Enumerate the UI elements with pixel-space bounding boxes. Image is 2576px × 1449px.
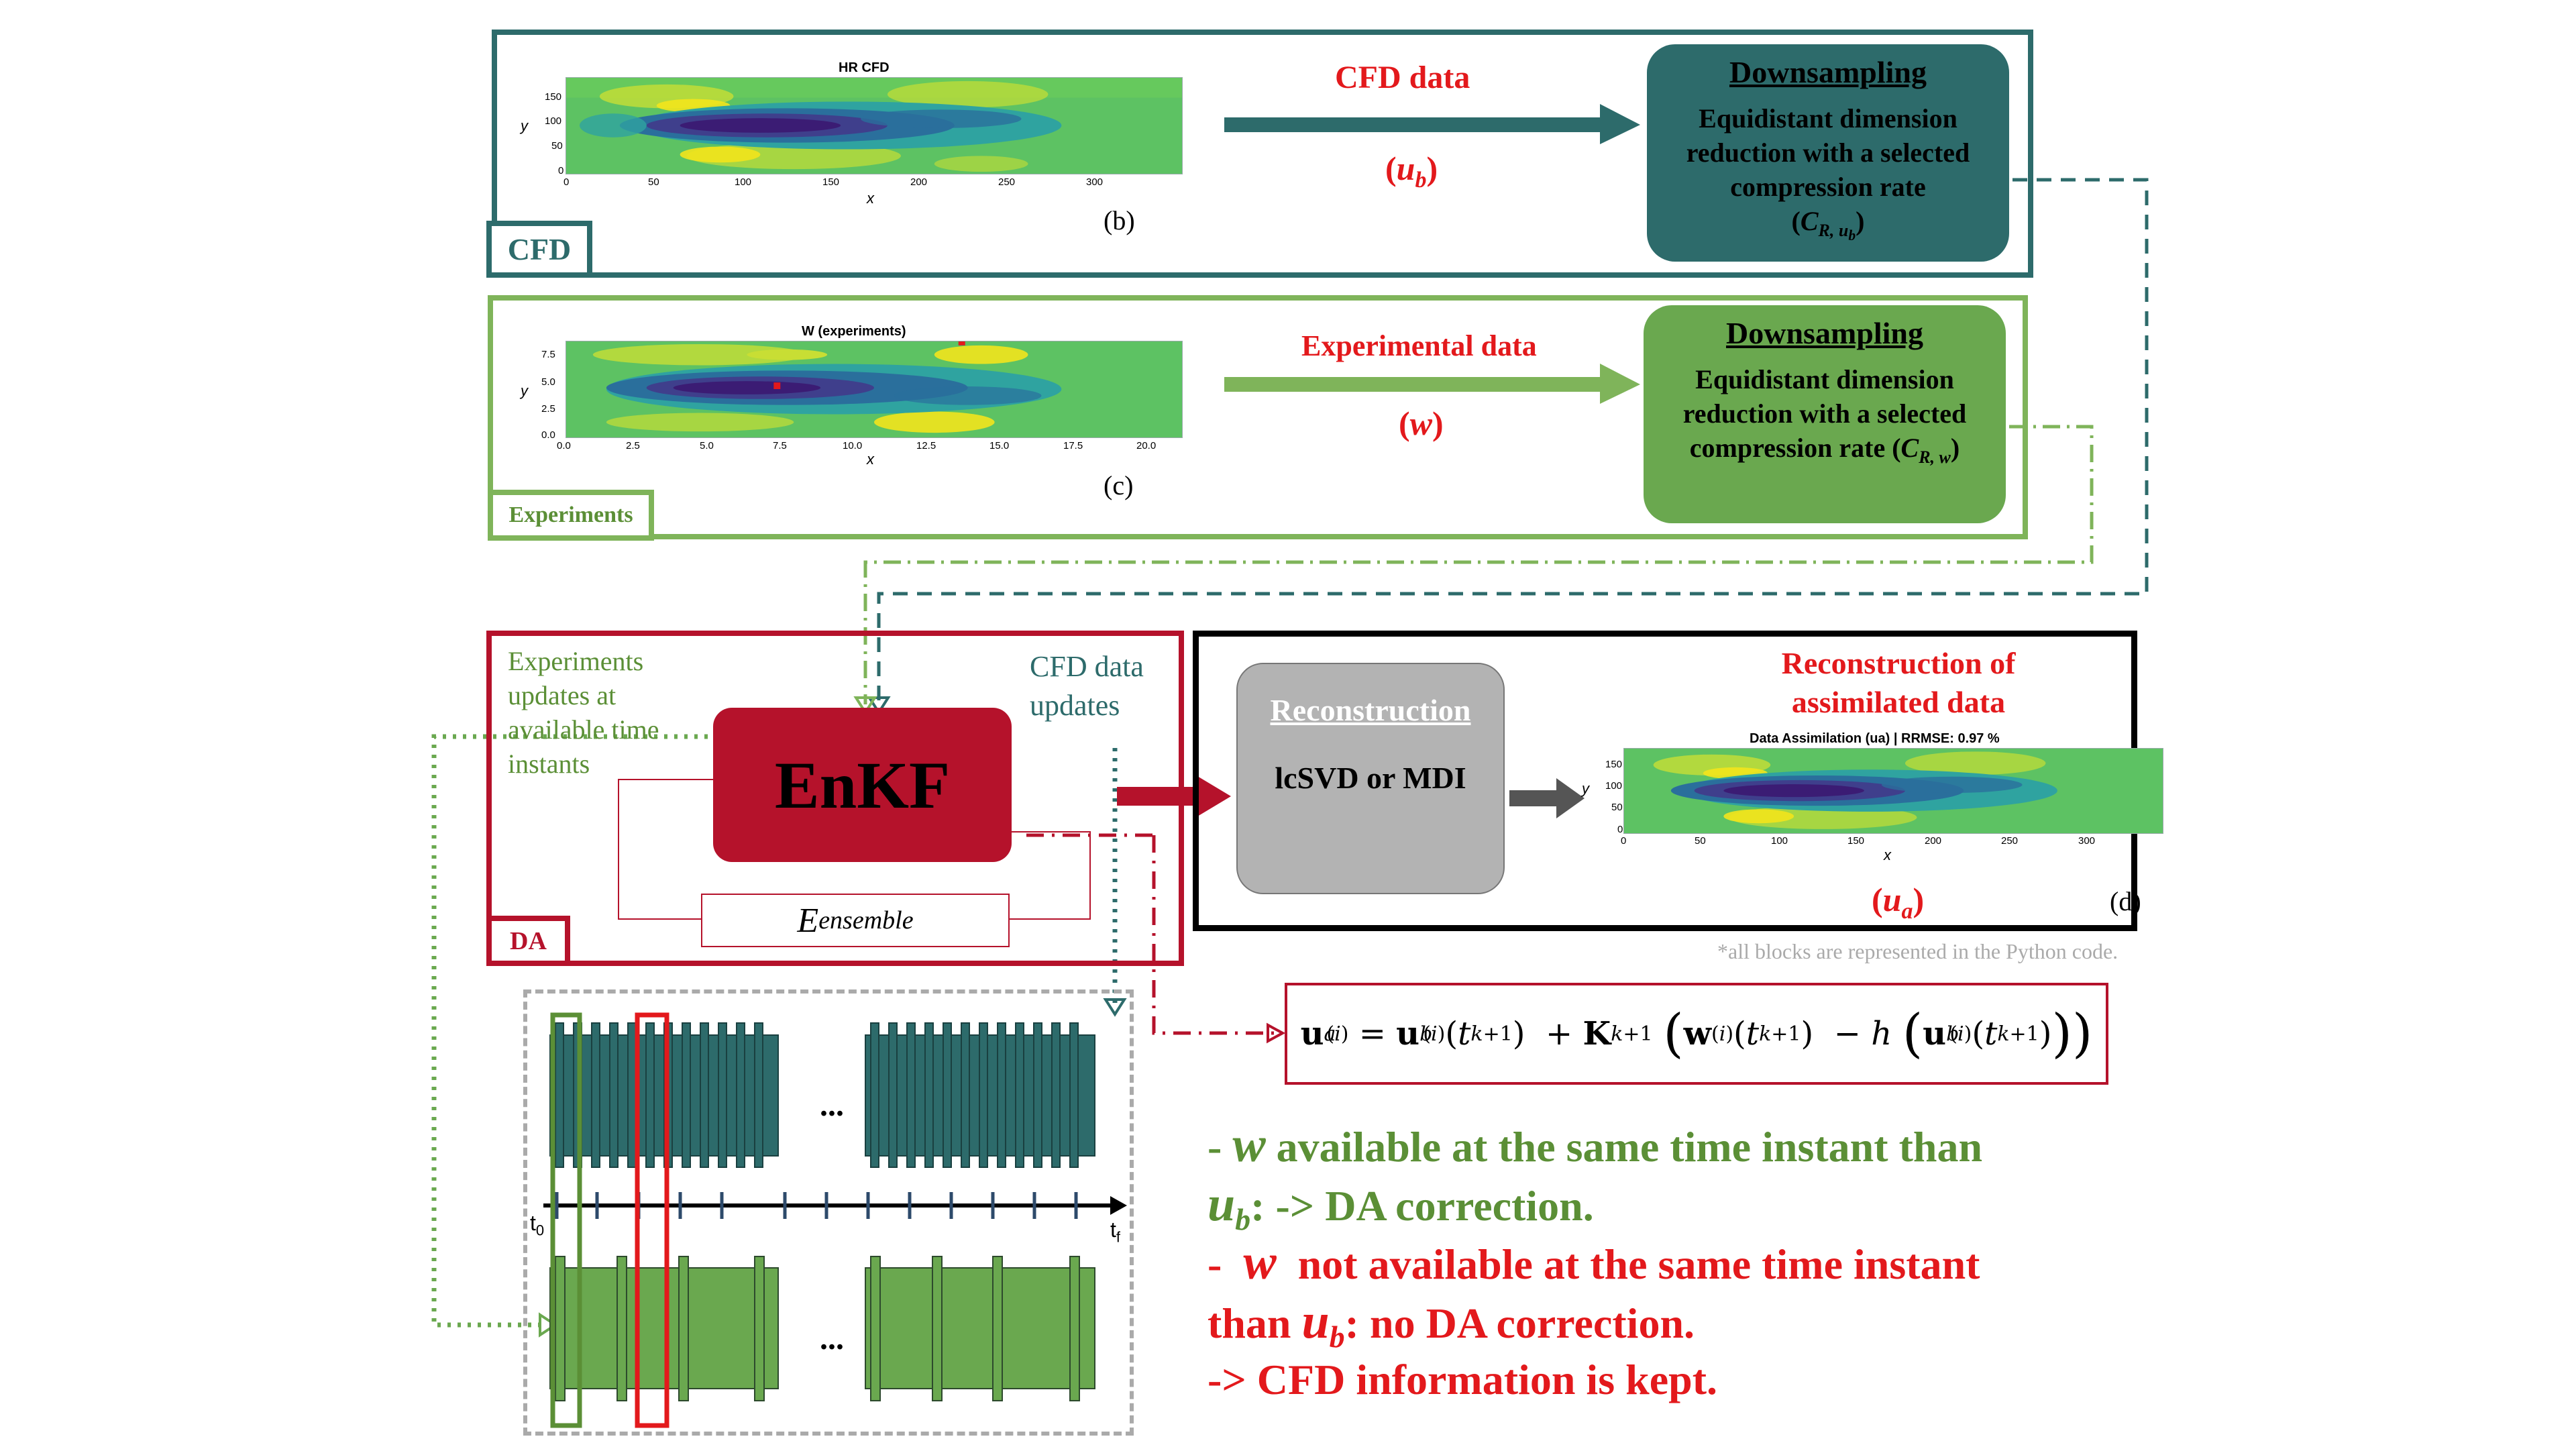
cfd-arrow-label: CFD data <box>1335 60 1470 95</box>
timeline-ellipsis-bottom: ... <box>820 1321 844 1356</box>
exp-arrow-label: Experimental data <box>1301 329 1537 362</box>
da-to-reconstruction-arrow <box>1117 776 1231 816</box>
cfd-caption: (b) <box>1104 205 1135 235</box>
cfd-symbol: (ub) <box>1385 150 1438 193</box>
reconstruction-to-plot-arrow <box>1509 778 1585 818</box>
timeline-tf: tf <box>1110 1218 1121 1246</box>
cfd-plot-title: HR CFD <box>839 60 890 75</box>
reconstruction-method: lcSVD or MDI <box>1275 761 1466 795</box>
da-tag: DA <box>486 916 570 966</box>
bullet-line-1: - w available at the same time instant t… <box>1208 1118 1983 1173</box>
da-symbol: (ua) <box>1872 881 1925 924</box>
timeline-diagram <box>543 1012 1127 1428</box>
da-plot-title: Data Assimilation (ua) | RRMSE: 0.97 % <box>1750 731 2000 746</box>
python-note: *all blocks are represented in the Pytho… <box>1717 939 2118 963</box>
bullet-line-5: -> CFD information is kept. <box>1208 1356 1717 1403</box>
cfd-arrow <box>1224 104 1640 144</box>
exp-arrow <box>1224 364 1640 404</box>
exp-plot-title: W (experiments) <box>802 324 906 339</box>
cfd-downsampling-title: Downsampling <box>1729 55 1927 89</box>
bullet-line-3: - w not available at the same time insta… <box>1208 1235 1980 1290</box>
bullet-line-4: than ub: no DA correction. <box>1208 1294 1695 1354</box>
exp-downsampling-box: Downsampling Equidistant dimension reduc… <box>1644 305 2006 523</box>
reconstruction-title: Reconstruction <box>1270 693 1471 727</box>
exp-heatmap <box>566 341 1183 438</box>
reconstruction-heading: Reconstruction of assimilated data <box>1781 646 2016 719</box>
experiments-tag: Experiments <box>488 490 654 541</box>
cfd-panel <box>492 30 2033 278</box>
enkf-box: EnKF <box>713 708 1012 862</box>
exp-caption: (c) <box>1104 470 1134 500</box>
timeline-frame <box>523 989 1134 1436</box>
bullet-line-2: ub: -> DA correction. <box>1208 1177 1594 1236</box>
cfd-updates-label: CFD data updates <box>1030 650 1144 722</box>
da-heatmap <box>1623 748 2163 834</box>
experiments-panel <box>488 295 2028 539</box>
exp-downsampling-title: Downsampling <box>1726 316 1923 350</box>
exp-symbol: (w) <box>1399 405 1444 442</box>
da-caption: (d) <box>2110 886 2141 916</box>
cfd-heatmap <box>566 77 1183 174</box>
timeline-t0: t0 <box>530 1211 545 1239</box>
timeline-ellipsis-top: ... <box>820 1087 844 1123</box>
cfd-tag: CFD <box>486 221 592 278</box>
exp-updates-label: Experiments updates at available time in… <box>508 646 659 779</box>
reconstruction-box: Reconstruction lcSVD or MDI <box>1236 663 1505 894</box>
enkf-loop <box>618 779 1091 920</box>
cfd-downsampling-box: Downsampling Equidistant dimension reduc… <box>1647 44 2009 262</box>
